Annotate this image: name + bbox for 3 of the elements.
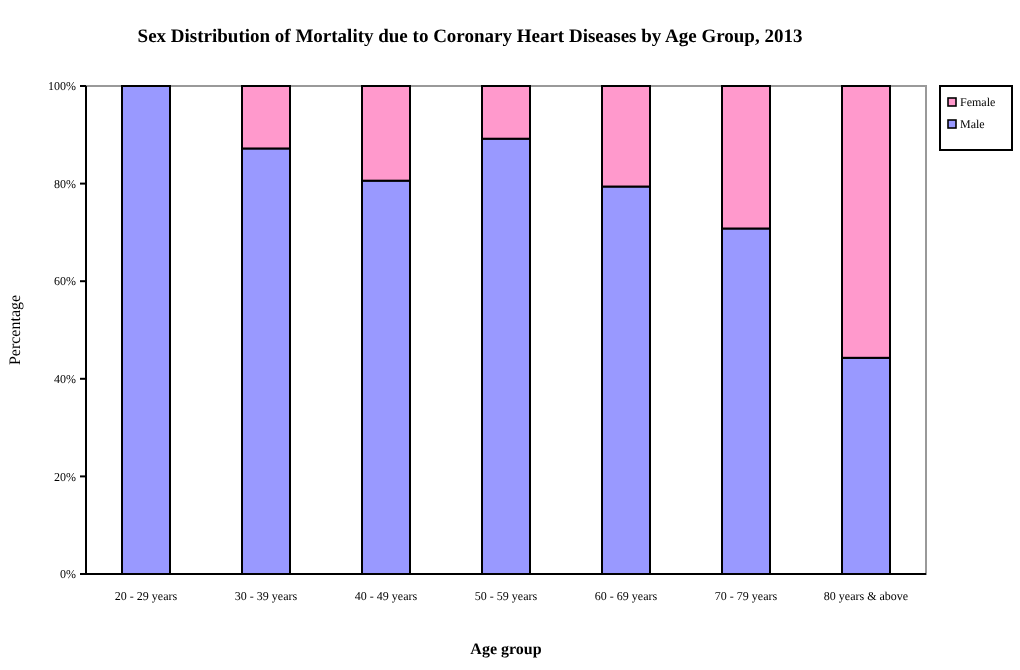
chart-title: Sex Distribution of Mortality due to Coronary Heart Diseases by Age Group, 2013 [137,28,803,48]
x-axis-title: Age group [470,640,543,658]
y-axis-title: Percentage [6,294,24,366]
